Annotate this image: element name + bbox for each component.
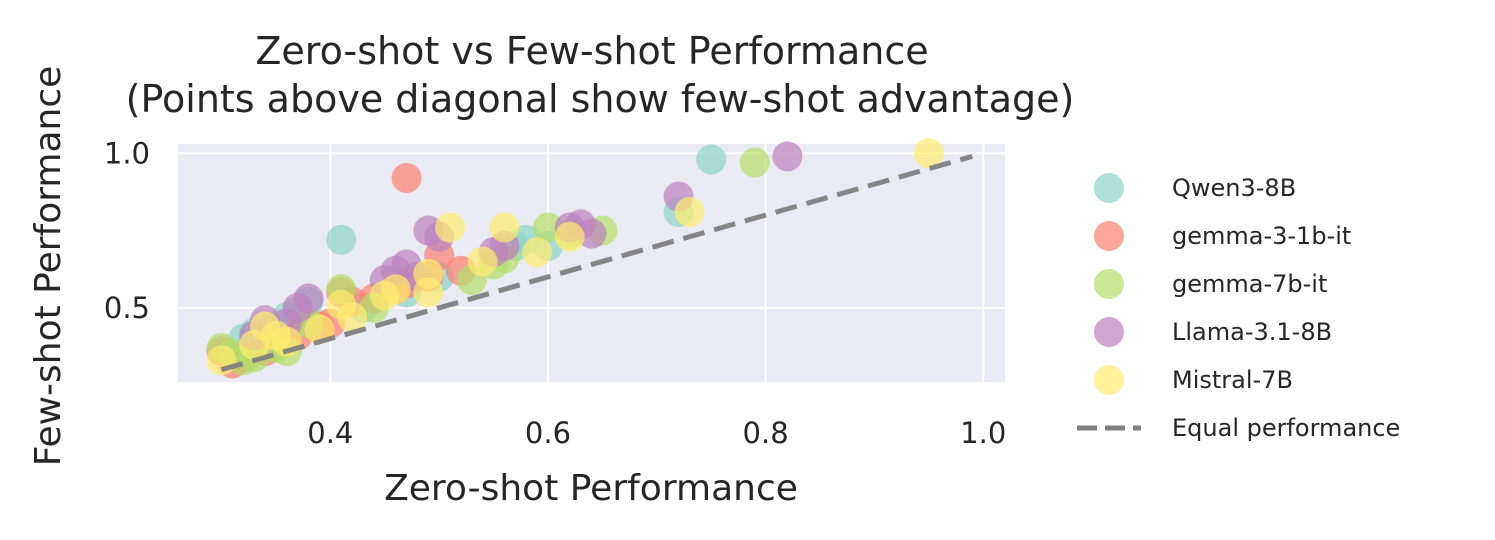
scatter-point: [674, 197, 705, 227]
legend-label: gemma-7b-it: [1172, 270, 1327, 298]
scatter-point: [554, 221, 585, 252]
legend-label: Qwen3-8B: [1172, 174, 1296, 202]
legend-marker: [1094, 365, 1124, 395]
legend-marker: [1094, 317, 1124, 347]
scatter-point: [489, 212, 520, 243]
reference-line-layer: [220, 153, 974, 373]
scatter-point: [467, 246, 498, 277]
scatter-point: [391, 163, 422, 193]
y-axis-label: Few-shot Performance: [28, 66, 69, 467]
equal-performance-line: [220, 153, 974, 373]
chart-title-line-2: (Points above diagonal show few-shot adv…: [126, 77, 1075, 121]
scatter-point: [522, 237, 553, 268]
data-points: [206, 138, 944, 379]
x-tick-label: 0.4: [307, 416, 353, 450]
tick-labels: 0.4 0.6 0.8 1.0 0.5 1.0: [104, 136, 1006, 450]
scatter-point: [293, 283, 324, 314]
scatter-point: [304, 314, 335, 345]
scatter-point: [337, 302, 368, 333]
legend-marker: [1094, 269, 1124, 299]
legend-label: gemma-3-1b-it: [1172, 222, 1351, 250]
scatter-point: [206, 345, 237, 376]
series-Mistral-7B: [206, 138, 944, 376]
chart-title-line-1: Zero-shot vs Few-shot Performance: [255, 29, 928, 73]
x-tick-label: 1.0: [960, 416, 1006, 450]
scatter-point: [772, 141, 803, 172]
legend-label: Mistral-7B: [1172, 366, 1293, 394]
legend-label: Llama-3.1-8B: [1172, 318, 1332, 346]
scatter-point: [380, 274, 411, 305]
scatter-point: [413, 258, 444, 289]
scatter-point: [913, 138, 944, 169]
x-tick-label: 0.6: [525, 416, 571, 450]
scatter-point: [696, 144, 727, 175]
legend-label: Equal performance: [1172, 414, 1400, 442]
legend-marker: [1094, 221, 1124, 251]
scatter-point: [326, 224, 357, 255]
y-tick-label: 1.0: [104, 136, 150, 170]
legend: Qwen3-8B gemma-3-1b-it gemma-7b-it Llama-3.…: [1077, 173, 1400, 442]
x-tick-label: 0.8: [743, 416, 789, 450]
x-axis-label: Zero-shot Performance: [384, 468, 798, 509]
grid-lines: [178, 144, 1005, 382]
legend-marker: [1094, 173, 1124, 203]
scatter-point: [435, 212, 466, 243]
y-tick-label: 0.5: [104, 291, 150, 325]
scatter-point: [739, 147, 770, 178]
